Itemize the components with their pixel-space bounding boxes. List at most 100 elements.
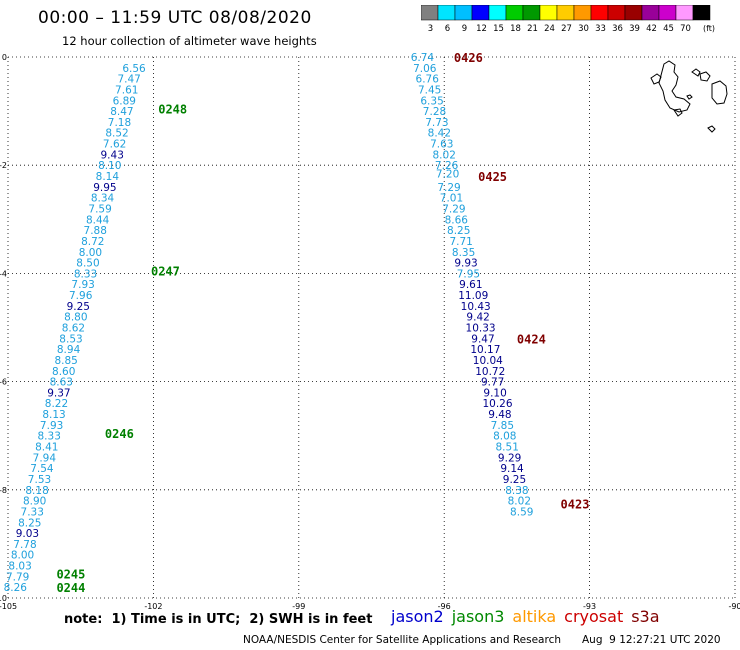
- wave-height-value: 7.88: [84, 225, 107, 237]
- color-bin-label: 33: [595, 24, 606, 34]
- wave-height-value: 8.60: [52, 366, 75, 378]
- color-bin-label: 18: [510, 24, 521, 34]
- lon-tick-label: -102: [144, 602, 162, 611]
- wave-height-value: 9.48: [488, 409, 511, 421]
- wave-height-value: 9.25: [503, 474, 526, 486]
- color-bin-label: 9: [462, 24, 467, 34]
- wave-height-value: 9.93: [454, 258, 477, 270]
- wave-height-value: 7.26: [435, 160, 459, 172]
- pass-time-label: 0424: [517, 332, 546, 346]
- wave-height-value: 8.02: [508, 496, 531, 508]
- footer-generated-date: Aug 9 12:27:21 UTC 2020: [582, 634, 721, 646]
- wave-height-value: 8.50: [76, 258, 99, 270]
- wave-height-value: 6.89: [113, 95, 136, 107]
- satellite-legend-s3a: s3a: [631, 607, 660, 626]
- wave-height-value: 8.63: [50, 377, 73, 389]
- color-bin-label: 42: [646, 24, 657, 34]
- wave-height-value: 8.53: [59, 333, 82, 345]
- wave-height-value: 10.17: [470, 344, 500, 356]
- pass-time-label: 0423: [561, 497, 590, 511]
- wave-height-value: 7.01: [440, 193, 463, 205]
- wave-height-value: 7.47: [117, 74, 140, 86]
- wave-height-value: 8.51: [496, 442, 519, 454]
- wave-height-value: 11.09: [458, 290, 488, 302]
- pass-time-label: 0425: [478, 170, 507, 184]
- pass-time-label: 0245: [56, 568, 85, 582]
- wave-height-value: 8.26: [4, 582, 28, 594]
- lon-tick-label: -93: [583, 602, 596, 611]
- pass-time-label: 0247: [151, 265, 180, 279]
- satellite-legend-jason2: jason2: [391, 607, 444, 626]
- color-bin-label: 12: [476, 24, 487, 34]
- wave-height-value: 7.45: [418, 84, 441, 96]
- wave-height-value: 7.85: [491, 420, 514, 432]
- wave-height-value: 7.79: [6, 571, 29, 583]
- wave-height-value: 8.44: [86, 214, 110, 226]
- color-bin-label: 6: [445, 24, 450, 34]
- wave-height-value: 7.20: [436, 168, 459, 180]
- wave-height-value: 9.10: [483, 387, 506, 399]
- footer-note: note: 1) Time is in UTC; 2) SWH is in fe…: [64, 612, 373, 627]
- wave-height-value: 8.41: [35, 442, 58, 454]
- color-bin-label: 30: [578, 24, 589, 34]
- wave-height-value: 9.25: [67, 301, 90, 313]
- wave-height-value: 9.37: [47, 387, 70, 399]
- color-bin-label: 70: [680, 24, 691, 34]
- satellite-legend-jason3: jason3: [451, 607, 505, 626]
- wave-height-value: 7.61: [115, 84, 138, 96]
- wave-height-value: 7.59: [88, 203, 111, 215]
- pass-time-label: 0244: [56, 581, 85, 595]
- color-scale-legend: 3 6 9 12 15 18 21 24 27 30 33 36 39 42 45 70 (ft): [421, 5, 715, 34]
- color-bin-label: 45: [663, 24, 674, 34]
- wave-height-value: 8.08: [493, 431, 516, 443]
- satellite-legend: jason2 jason3 altika cryosat s3a: [391, 607, 668, 626]
- wave-height-value: 7.73: [425, 117, 448, 129]
- pass-time-label: 0246: [105, 427, 134, 441]
- wave-height-value: 8.52: [105, 128, 128, 140]
- color-bin-label: 39: [629, 24, 640, 34]
- wave-height-value: 8.22: [45, 398, 68, 410]
- island-outline: [711, 80, 728, 105]
- page-subtitle: 12 hour collection of altimeter wave hei…: [62, 34, 317, 48]
- wave-height-value: 9.61: [459, 279, 482, 291]
- wave-height-value: 9.47: [471, 333, 494, 345]
- wave-height-value: 8.42: [428, 128, 451, 140]
- wave-height-value: 7.29: [442, 203, 465, 215]
- wave-height-value: 7.29: [437, 182, 460, 194]
- wave-height-value: 8.62: [62, 323, 85, 335]
- pass-time-label: 0426: [454, 51, 483, 65]
- color-bin-label: 3: [428, 24, 433, 34]
- wave-height-value: 9.43: [101, 149, 124, 161]
- lon-tick-label: -105: [0, 602, 17, 611]
- wave-height-value: 9.42: [466, 312, 489, 324]
- lat-tick-label: -2: [0, 161, 7, 170]
- wave-height-value: 7.33: [21, 506, 44, 518]
- wave-height-value: 8.25: [447, 225, 470, 237]
- wave-height-value: 8.10: [98, 160, 121, 172]
- wave-height-value: 6.56: [122, 63, 146, 75]
- wave-height-value: 8.33: [38, 431, 61, 443]
- wave-height-value: 8.02: [433, 149, 456, 161]
- wave-height-value: 8.90: [23, 496, 46, 508]
- island-outline: [707, 125, 716, 133]
- wave-height-value: 8.59: [510, 506, 533, 518]
- island-outline: [673, 108, 683, 117]
- wave-height-value: 10.43: [461, 301, 491, 313]
- wave-height-value: 8.13: [42, 409, 65, 421]
- page-title: 00:00 – 11:59 UTC 08/08/2020: [38, 8, 312, 28]
- wave-height-value: 9.03: [16, 528, 39, 540]
- wave-height-value: 8.00: [79, 247, 102, 259]
- wave-height-value: 7.63: [430, 139, 453, 151]
- island-outline: [658, 60, 691, 113]
- wave-height-value: 8.80: [64, 312, 87, 324]
- wave-height-value: 7.93: [40, 420, 63, 432]
- lat-tick-label: -10: [0, 594, 7, 603]
- wave-height-value: 7.28: [423, 106, 446, 118]
- color-bin-label: 36: [612, 24, 623, 34]
- color-scale-unit: (ft): [703, 24, 715, 33]
- wave-height-value: 7.54: [30, 463, 54, 475]
- wave-height-value: 7.71: [449, 236, 472, 248]
- wave-height-value: 9.77: [481, 377, 504, 389]
- lon-tick-label: -99: [292, 602, 305, 611]
